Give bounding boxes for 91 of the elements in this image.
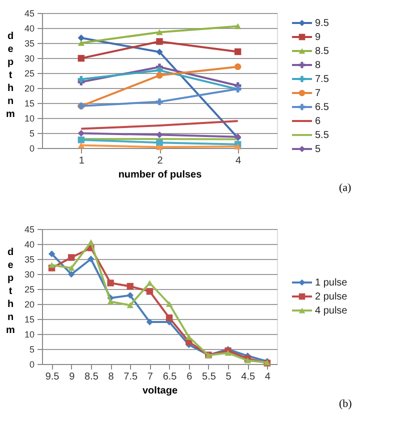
y-tick-label: 40: [24, 24, 34, 34]
point: [234, 63, 242, 70]
y-tick-label: 35: [24, 38, 34, 48]
legend-label: 9: [315, 32, 321, 43]
point: [156, 48, 163, 56]
x-tick-label: 4: [264, 372, 271, 382]
y-tick-label: 15: [24, 314, 34, 324]
x-tick-label: 7: [147, 372, 154, 382]
point: [234, 23, 242, 30]
x-axis-title: voltage: [142, 386, 178, 396]
text: (a): [339, 182, 352, 194]
y-tick-label: 10: [24, 114, 34, 124]
legend-label: 8: [315, 60, 321, 71]
point: [126, 292, 134, 299]
point: [156, 38, 163, 45]
y-tick-label: 25: [24, 68, 34, 78]
x-tick-label: 9.5: [45, 372, 60, 382]
point: [166, 314, 173, 322]
point: [126, 282, 134, 290]
y-axis-title: depth nm: [6, 31, 16, 120]
point: [234, 48, 242, 56]
point: [107, 298, 114, 305]
legend-label: 9.5: [315, 18, 330, 29]
point: [78, 40, 85, 46]
y-tick-label: 20: [24, 300, 34, 310]
y-tick-label: 0: [29, 144, 34, 154]
point: [166, 301, 173, 307]
point: [88, 256, 94, 262]
legend-label: 5.5: [315, 130, 330, 141]
point: [78, 136, 85, 144]
point: [156, 72, 163, 79]
x-tick-label: 1: [78, 156, 85, 166]
x-tick-label: 7.5: [124, 372, 138, 382]
x-tick-label: 8.5: [84, 372, 99, 382]
x-tick-label: 5.5: [202, 372, 216, 382]
point: [78, 130, 85, 137]
x-tick-label: 9: [69, 372, 76, 382]
point: [224, 350, 232, 356]
point: [48, 250, 56, 258]
point: [156, 131, 163, 138]
y-tick-label: 0: [29, 360, 34, 370]
y-tick-label: 25: [24, 284, 34, 294]
x-tick-label: 4: [236, 156, 242, 166]
y-tick-label: 45: [24, 224, 34, 234]
point: [78, 76, 85, 83]
legend-label: 2 pulse: [315, 292, 348, 302]
x-tick-label: 2: [157, 156, 164, 166]
point: [156, 139, 163, 146]
y-axis-title: depth nm: [6, 247, 16, 336]
y-tick-label: 30: [24, 54, 34, 64]
x-tick-label: 6.5: [162, 372, 178, 382]
point: [107, 280, 114, 286]
point: [186, 334, 192, 340]
y-tick-label: 40: [24, 240, 34, 250]
point: [68, 254, 75, 261]
text: (b): [339, 398, 352, 410]
y-tick-label: 5: [29, 128, 34, 138]
y-tick-label: 35: [24, 254, 34, 264]
legend-label: 4 pulse: [315, 306, 348, 316]
legend-label: 5: [315, 144, 321, 155]
point: [78, 142, 85, 148]
legend-label: 6.5: [315, 102, 330, 113]
point: [156, 144, 163, 150]
point: [48, 262, 56, 268]
y-tick-label: 15: [24, 98, 34, 108]
legend-label: 1 pulse: [315, 278, 348, 288]
legend-label: 6: [315, 116, 321, 127]
point: [88, 239, 94, 246]
x-axis-title: number of pulses: [118, 170, 202, 180]
x-tick-label: 6: [186, 372, 193, 382]
legend-label: 7: [315, 88, 321, 99]
x-tick-label: 4.5: [241, 372, 256, 382]
point: [68, 270, 75, 278]
point: [78, 34, 85, 42]
legend-label: 8.5: [315, 46, 330, 57]
y-tick-label: 20: [24, 84, 34, 94]
point: [68, 265, 75, 271]
y-tick-label: 30: [24, 270, 34, 280]
point: [156, 98, 163, 106]
point: [126, 302, 134, 308]
point: [78, 54, 85, 62]
point: [146, 280, 154, 286]
point: [146, 288, 154, 295]
y-tick-label: 5: [29, 344, 34, 354]
legend-label: 7.5: [315, 74, 330, 85]
point: [234, 144, 242, 150]
x-tick-label: 5: [226, 372, 232, 382]
point: [156, 29, 163, 36]
y-tick-label: 10: [24, 330, 34, 340]
y-tick-label: 45: [24, 8, 34, 18]
x-tick-label: 8: [108, 372, 114, 382]
